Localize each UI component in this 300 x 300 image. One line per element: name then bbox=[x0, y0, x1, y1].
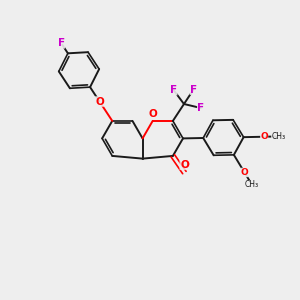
Text: O: O bbox=[180, 160, 189, 170]
Text: F: F bbox=[170, 85, 177, 95]
Text: O: O bbox=[241, 168, 248, 177]
Text: O: O bbox=[260, 132, 268, 141]
Text: F: F bbox=[190, 85, 197, 95]
Text: F: F bbox=[197, 103, 204, 113]
Text: CH₃: CH₃ bbox=[271, 132, 285, 141]
Text: CH₃: CH₃ bbox=[245, 180, 259, 189]
Text: O: O bbox=[180, 160, 189, 170]
Text: O: O bbox=[95, 97, 104, 106]
Text: F: F bbox=[58, 38, 65, 48]
Text: O: O bbox=[148, 109, 157, 118]
